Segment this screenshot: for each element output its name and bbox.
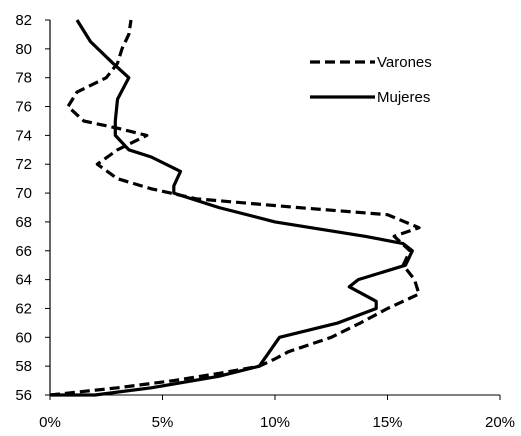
y-tick-label: 58 — [15, 358, 32, 375]
y-tick-label: 56 — [15, 387, 32, 404]
x-tick-label: 15% — [372, 414, 402, 431]
series-group — [49, 19, 421, 397]
y-tick-label: 68 — [15, 214, 32, 231]
legend-label-varones: Varones — [377, 54, 432, 71]
x-tick-label: 0% — [39, 414, 61, 431]
y-tick-label: 72 — [15, 156, 32, 173]
y-tick-label: 82 — [15, 12, 32, 29]
series-line-mujeres — [50, 19, 414, 397]
legend-label-mujeres: Mujeres — [377, 89, 430, 106]
y-ticks: 56 58 60 62 64 66 68 70 72 74 76 78 80 82 — [15, 12, 50, 404]
y-tick-label: 62 — [15, 300, 32, 317]
y-tick-label: 66 — [15, 243, 32, 260]
y-tick-label: 76 — [15, 99, 32, 116]
x-tick-label: 5% — [152, 414, 174, 431]
series-line-varones — [49, 19, 421, 397]
y-tick-label: 70 — [15, 185, 32, 202]
y-tick-label: 74 — [15, 127, 32, 144]
y-tick-label: 60 — [15, 329, 32, 346]
x-ticks: 0% 5% 10% 15% 20% — [39, 395, 515, 431]
y-tick-label: 80 — [15, 41, 32, 58]
x-tick-label: 20% — [485, 414, 515, 431]
legend: Varones Mujeres — [310, 54, 432, 106]
x-tick-label: 10% — [260, 414, 290, 431]
y-tick-label: 78 — [15, 70, 32, 87]
y-tick-label: 64 — [15, 272, 32, 289]
